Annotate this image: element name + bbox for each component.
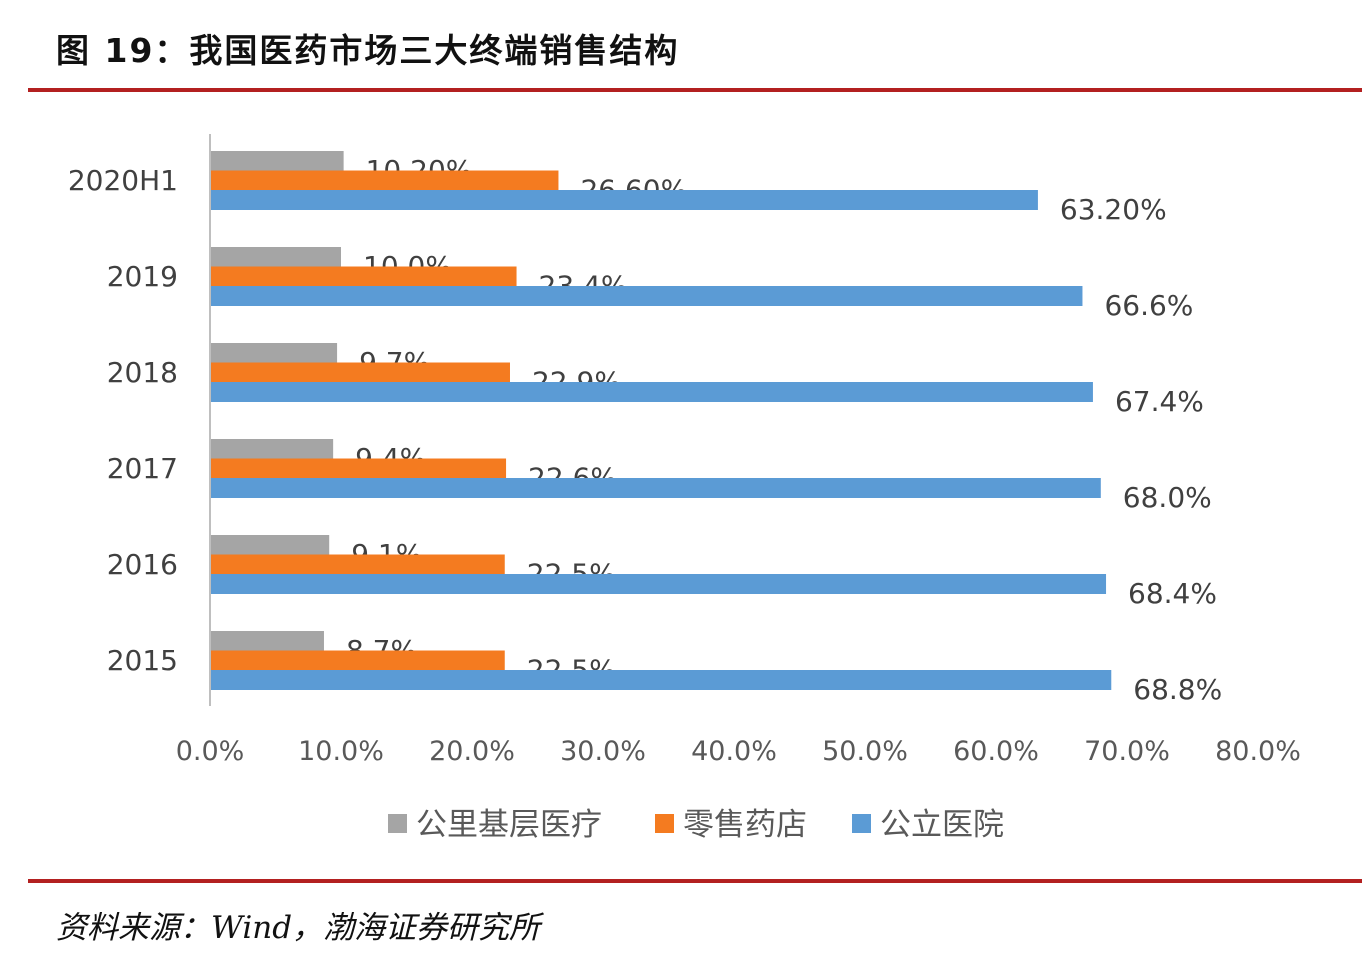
data-label: 68.8% bbox=[1133, 673, 1222, 706]
legend-swatch bbox=[655, 814, 674, 833]
legend-label: 公里基层医疗 bbox=[416, 807, 602, 843]
legend-label: 零售药店 bbox=[683, 807, 807, 843]
x-tick-label: 80.0% bbox=[1215, 736, 1301, 767]
legend-swatch bbox=[852, 814, 871, 833]
x-tick-label: 20.0% bbox=[429, 736, 515, 767]
x-tick-label: 30.0% bbox=[560, 736, 646, 767]
top-divider bbox=[28, 88, 1362, 92]
category-label: 2018 bbox=[107, 356, 178, 389]
bar bbox=[211, 574, 1107, 594]
bar bbox=[211, 535, 330, 555]
bar bbox=[211, 554, 505, 575]
category-label: 2015 bbox=[107, 644, 178, 677]
bar bbox=[211, 458, 507, 479]
bar bbox=[211, 151, 344, 171]
x-tick-label: 70.0% bbox=[1084, 736, 1170, 767]
legend-label: 公立医院 bbox=[880, 807, 1004, 843]
bar bbox=[211, 439, 334, 459]
bar-chart: 2020H110.20%26.60%63.20%201910.0%23.4%66… bbox=[68, 134, 1301, 843]
bar bbox=[211, 362, 510, 383]
bar bbox=[211, 170, 559, 191]
x-tick-label: 60.0% bbox=[953, 736, 1039, 767]
bar bbox=[211, 343, 338, 363]
bar bbox=[211, 478, 1101, 498]
x-tick-label: 40.0% bbox=[691, 736, 777, 767]
category-label: 2019 bbox=[107, 260, 178, 293]
bar bbox=[211, 382, 1093, 402]
category-label: 2017 bbox=[107, 452, 178, 485]
data-label: 68.4% bbox=[1128, 577, 1217, 610]
bar bbox=[211, 650, 505, 671]
bar bbox=[211, 266, 517, 287]
x-tick-label: 0.0% bbox=[176, 736, 245, 767]
bar bbox=[211, 190, 1038, 210]
category-label: 2016 bbox=[107, 548, 178, 581]
data-label: 66.6% bbox=[1104, 289, 1193, 322]
x-tick-label: 10.0% bbox=[298, 736, 384, 767]
legend-swatch bbox=[388, 814, 407, 833]
bar bbox=[211, 247, 341, 267]
source-note: 资料来源：Wind，渤海证券研究所 bbox=[56, 910, 541, 946]
data-label: 63.20% bbox=[1060, 193, 1167, 226]
x-tick-label: 50.0% bbox=[822, 736, 908, 767]
data-label: 67.4% bbox=[1115, 385, 1204, 418]
bottom-divider bbox=[28, 879, 1362, 883]
data-label: 68.0% bbox=[1123, 481, 1212, 514]
bar bbox=[211, 670, 1112, 690]
category-label: 2020H1 bbox=[68, 164, 178, 197]
figure-title: 图 19：我国医药市场三大终端销售结构 bbox=[56, 31, 680, 70]
bar bbox=[211, 631, 324, 651]
bar bbox=[211, 286, 1083, 306]
